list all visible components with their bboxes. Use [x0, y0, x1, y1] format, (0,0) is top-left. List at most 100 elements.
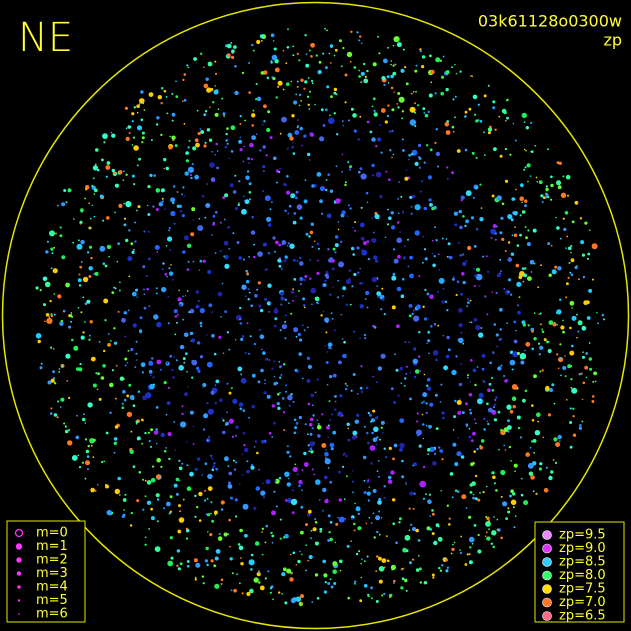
star	[440, 75, 445, 79]
star	[363, 62, 366, 66]
star	[552, 459, 555, 461]
star	[471, 75, 474, 78]
star	[509, 359, 516, 366]
star	[359, 267, 362, 270]
star	[201, 575, 205, 578]
star	[414, 69, 418, 73]
star	[125, 127, 128, 130]
star	[405, 365, 408, 368]
star	[148, 360, 154, 366]
star	[416, 420, 419, 423]
star	[538, 467, 543, 471]
star	[428, 493, 432, 496]
star	[380, 353, 386, 359]
star	[507, 257, 513, 262]
star	[365, 191, 369, 195]
star	[285, 62, 288, 65]
star	[462, 280, 466, 285]
star	[371, 431, 374, 435]
star	[151, 357, 154, 360]
star	[239, 115, 242, 118]
star	[59, 234, 63, 238]
star	[142, 102, 145, 105]
star	[366, 240, 370, 243]
star	[130, 511, 133, 515]
star	[176, 321, 178, 324]
star	[352, 247, 355, 249]
star	[516, 281, 522, 287]
star	[354, 229, 356, 232]
star	[148, 528, 151, 530]
star	[255, 98, 258, 101]
star	[280, 373, 283, 376]
star	[328, 117, 335, 125]
star	[86, 251, 90, 254]
star	[84, 197, 86, 200]
star	[292, 141, 295, 144]
star	[306, 326, 309, 329]
star	[114, 425, 119, 429]
star	[429, 515, 432, 517]
star	[422, 261, 424, 264]
star	[482, 380, 485, 382]
star	[303, 451, 307, 456]
star	[581, 253, 586, 257]
star	[327, 582, 331, 585]
star	[194, 578, 197, 581]
star	[380, 517, 383, 519]
star	[569, 407, 572, 410]
star	[144, 431, 147, 435]
star	[429, 148, 433, 152]
star	[211, 457, 214, 460]
star	[186, 290, 189, 292]
star	[293, 418, 297, 422]
star	[62, 309, 66, 313]
star	[395, 541, 398, 545]
star	[320, 108, 324, 112]
star	[198, 491, 203, 497]
star	[421, 413, 424, 416]
star	[261, 348, 263, 351]
star	[76, 243, 83, 250]
star	[250, 304, 253, 308]
star	[425, 493, 427, 495]
star	[324, 345, 327, 347]
star	[156, 498, 160, 501]
star	[309, 258, 312, 261]
star	[261, 123, 264, 126]
star	[557, 185, 562, 190]
star	[458, 209, 462, 214]
star	[326, 384, 329, 386]
star	[334, 395, 337, 398]
star	[507, 291, 510, 293]
star	[307, 509, 312, 514]
star	[393, 258, 399, 264]
star	[324, 317, 330, 323]
star	[424, 257, 428, 261]
star	[195, 290, 199, 294]
star	[320, 314, 323, 317]
star	[37, 339, 41, 344]
star	[358, 550, 361, 553]
star	[153, 383, 155, 386]
star	[228, 391, 232, 395]
star	[162, 268, 164, 271]
star	[44, 320, 46, 323]
star	[301, 553, 303, 556]
star	[318, 60, 322, 64]
star	[442, 55, 445, 58]
star	[311, 245, 314, 248]
star	[46, 240, 49, 243]
star	[472, 496, 475, 500]
star	[258, 581, 261, 584]
star	[137, 205, 141, 209]
star	[338, 360, 342, 365]
star	[203, 144, 207, 148]
star	[81, 461, 84, 464]
star	[556, 309, 562, 315]
star	[46, 317, 53, 324]
star	[465, 260, 468, 262]
star	[284, 533, 289, 539]
star	[497, 273, 502, 278]
star	[472, 461, 475, 464]
